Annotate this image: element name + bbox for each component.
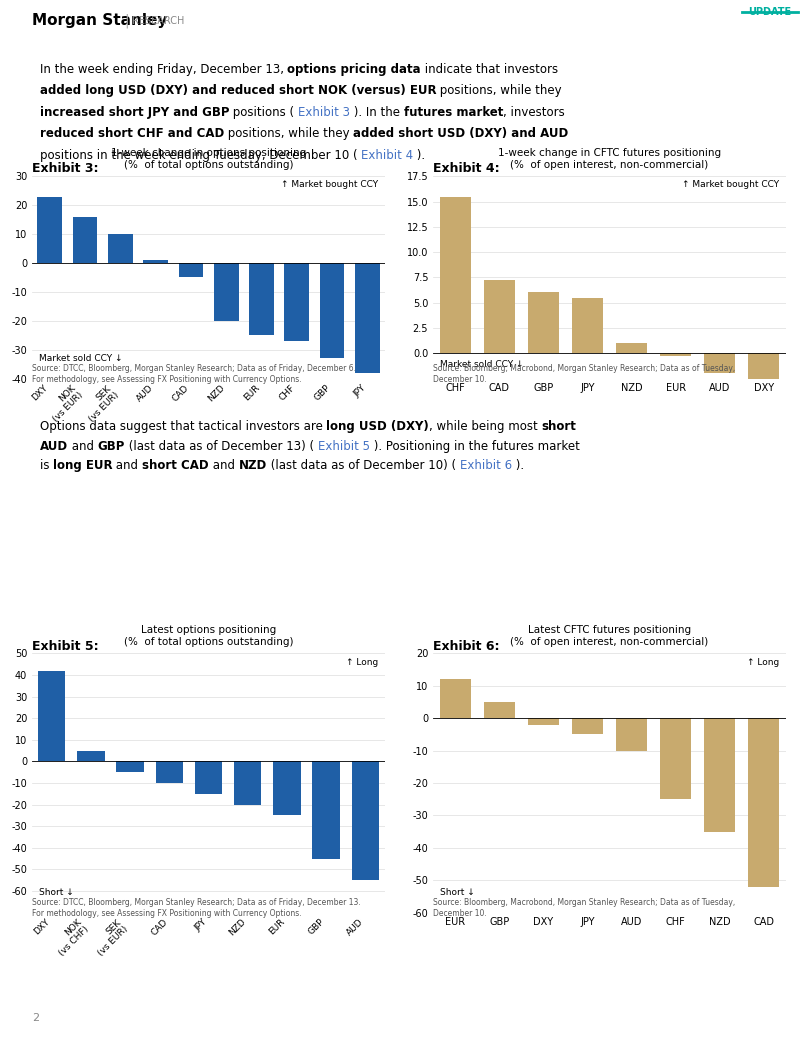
- Bar: [355, 263, 379, 372]
- Bar: [616, 343, 647, 354]
- Text: ↑ Market bought CCY: ↑ Market bought CCY: [682, 180, 779, 190]
- Text: |: |: [124, 13, 129, 28]
- Text: Exhibit 4:: Exhibit 4:: [433, 162, 500, 175]
- Bar: [195, 761, 222, 793]
- Text: increased short JPY and GBP: increased short JPY and GBP: [39, 106, 229, 119]
- Bar: [616, 718, 647, 751]
- Text: Exhibit 3: Exhibit 3: [298, 106, 350, 119]
- Bar: [748, 718, 780, 887]
- Text: ). Positioning in the futures market: ). Positioning in the futures market: [370, 440, 580, 453]
- Text: Morgan Stanley: Morgan Stanley: [32, 13, 168, 28]
- Bar: [660, 718, 691, 800]
- Text: Market sold CCY ↓: Market sold CCY ↓: [39, 355, 123, 363]
- Text: Exhibit 5: Exhibit 5: [318, 440, 370, 453]
- Bar: [484, 280, 515, 354]
- Bar: [528, 718, 559, 725]
- Text: Options data suggest that tactical investors are: Options data suggest that tactical inves…: [39, 420, 326, 433]
- Bar: [38, 671, 66, 761]
- Text: ). In the: ). In the: [350, 106, 403, 119]
- Bar: [144, 260, 168, 263]
- Text: AUD: AUD: [39, 440, 67, 453]
- Bar: [313, 761, 340, 859]
- Text: RESEARCH: RESEARCH: [132, 16, 184, 26]
- Text: UPDATE: UPDATE: [748, 7, 792, 17]
- Bar: [704, 718, 735, 832]
- Text: ↑ Long: ↑ Long: [346, 658, 378, 668]
- Text: added long USD (DXY) and reduced short NOK (versus) EUR: added long USD (DXY) and reduced short N…: [39, 84, 436, 97]
- Text: is: is: [39, 459, 53, 472]
- Text: positions in the week ending Tuesday, December 10 (: positions in the week ending Tuesday, De…: [39, 149, 361, 162]
- Title: 1-week change in options positioning
(%  of total options outstanding): 1-week change in options positioning (% …: [111, 148, 306, 170]
- Text: (last data as of December 10) (: (last data as of December 10) (: [267, 459, 460, 472]
- Text: reduced short CHF and CAD: reduced short CHF and CAD: [39, 128, 224, 140]
- Text: and: and: [209, 459, 239, 472]
- Text: Market sold CCY ↓: Market sold CCY ↓: [440, 360, 524, 369]
- Text: Short ↓: Short ↓: [39, 888, 74, 897]
- Bar: [439, 679, 471, 718]
- Text: ).: ).: [413, 149, 425, 162]
- Bar: [528, 291, 559, 354]
- Text: (last data as of December 13) (: (last data as of December 13) (: [125, 440, 318, 453]
- Bar: [38, 196, 62, 263]
- Bar: [73, 217, 97, 263]
- Text: options pricing data: options pricing data: [287, 63, 421, 76]
- Text: added short USD (DXY) and AUD: added short USD (DXY) and AUD: [353, 128, 569, 140]
- Text: Source: DTCC, Bloomberg, Morgan Stanley Research; Data as of Friday, December 6.: Source: DTCC, Bloomberg, Morgan Stanley …: [32, 364, 356, 384]
- Text: indicate that investors: indicate that investors: [421, 63, 558, 76]
- Text: , investors: , investors: [503, 106, 565, 119]
- Bar: [249, 263, 273, 335]
- Bar: [572, 298, 603, 354]
- Text: long EUR: long EUR: [53, 459, 112, 472]
- Bar: [116, 761, 144, 773]
- Bar: [234, 761, 261, 805]
- Text: short CAD: short CAD: [142, 459, 209, 472]
- Text: positions (: positions (: [229, 106, 298, 119]
- Text: Source: Bloomberg, Macrobond, Morgan Stanley Research; Data as of Tuesday,
Decem: Source: Bloomberg, Macrobond, Morgan Sta…: [433, 898, 735, 918]
- Text: short: short: [541, 420, 577, 433]
- Text: Exhibit 4: Exhibit 4: [361, 149, 413, 162]
- Text: NZD: NZD: [239, 459, 267, 472]
- Text: Exhibit 5:: Exhibit 5:: [32, 640, 99, 653]
- Text: positions, while they: positions, while they: [436, 84, 562, 97]
- Bar: [214, 263, 238, 320]
- Bar: [108, 234, 132, 263]
- Bar: [273, 761, 301, 815]
- Bar: [660, 354, 691, 357]
- Bar: [179, 263, 203, 277]
- Text: In the week ending Friday, December 13,: In the week ending Friday, December 13,: [39, 63, 287, 76]
- Text: Short ↓: Short ↓: [440, 888, 475, 897]
- Text: long USD (DXY): long USD (DXY): [326, 420, 429, 433]
- Text: ↑ Market bought CCY: ↑ Market bought CCY: [281, 180, 378, 190]
- Text: GBP: GBP: [98, 440, 125, 453]
- Text: , while being most: , while being most: [429, 420, 541, 433]
- Bar: [484, 702, 515, 718]
- Bar: [572, 718, 603, 734]
- Bar: [320, 263, 344, 359]
- Bar: [704, 354, 735, 373]
- Bar: [439, 196, 471, 354]
- Text: and: and: [112, 459, 142, 472]
- Title: Latest CFTC futures positioning
(%  of open interest, non-commercial): Latest CFTC futures positioning (% of op…: [510, 625, 709, 647]
- Text: Source: Bloomberg, Macrobond, Morgan Stanley Research; Data as of Tuesday,
Decem: Source: Bloomberg, Macrobond, Morgan Sta…: [433, 364, 735, 384]
- Bar: [285, 263, 309, 341]
- Text: Exhibit 6: Exhibit 6: [460, 459, 512, 472]
- Text: Exhibit 3:: Exhibit 3:: [32, 162, 99, 175]
- Text: futures market: futures market: [403, 106, 503, 119]
- Bar: [748, 354, 780, 382]
- Bar: [77, 751, 104, 761]
- Text: 2: 2: [32, 1013, 39, 1024]
- Text: ↑ Long: ↑ Long: [747, 658, 779, 668]
- Text: and: and: [67, 440, 98, 453]
- Title: Latest options positioning
(%  of total options outstanding): Latest options positioning (% of total o…: [124, 625, 294, 647]
- Text: ).: ).: [512, 459, 524, 472]
- Text: Exhibit 6:: Exhibit 6:: [433, 640, 500, 653]
- Text: positions, while they: positions, while they: [224, 128, 353, 140]
- Text: Source: DTCC, Bloomberg, Morgan Stanley Research; Data as of Friday, December 13: Source: DTCC, Bloomberg, Morgan Stanley …: [32, 898, 361, 918]
- Bar: [351, 761, 379, 880]
- Bar: [156, 761, 183, 783]
- Title: 1-week change in CFTC futures positioning
(%  of open interest, non-commercial): 1-week change in CFTC futures positionin…: [498, 148, 721, 170]
